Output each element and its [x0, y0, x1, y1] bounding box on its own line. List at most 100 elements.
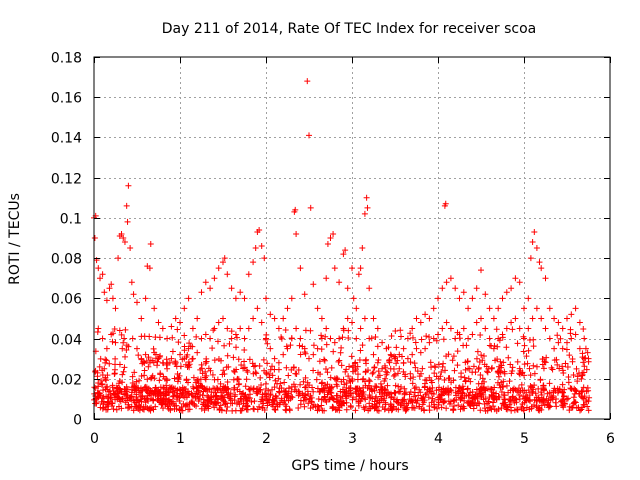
data-point — [310, 281, 317, 288]
data-point — [538, 391, 545, 398]
data-point — [580, 384, 587, 391]
data-point — [409, 380, 416, 387]
data-point — [112, 339, 119, 346]
data-point — [554, 332, 561, 339]
data-point — [585, 358, 592, 365]
data-point — [400, 360, 407, 367]
data-point — [478, 352, 485, 359]
y-tick-label: 0.08 — [51, 252, 82, 268]
data-point — [238, 398, 245, 405]
data-point — [288, 295, 295, 302]
data-point — [430, 390, 437, 397]
data-point — [533, 245, 540, 252]
data-point — [349, 319, 355, 326]
data-point — [214, 338, 221, 345]
data-point — [356, 356, 363, 363]
data-point — [422, 345, 429, 352]
data-point — [543, 395, 550, 402]
data-point — [401, 385, 408, 392]
data-point — [125, 401, 132, 408]
data-point — [202, 279, 209, 286]
data-point — [478, 394, 485, 401]
data-point — [527, 383, 534, 390]
data-point — [392, 353, 399, 360]
data-point — [94, 329, 101, 336]
data-point — [441, 377, 448, 384]
data-point — [531, 370, 538, 377]
data-point — [500, 383, 507, 390]
data-point — [420, 406, 427, 413]
data-point — [485, 398, 492, 405]
data-point — [109, 330, 116, 337]
data-point — [301, 403, 308, 410]
data-point — [235, 381, 242, 388]
data-point — [141, 360, 148, 367]
data-point — [366, 378, 373, 385]
data-point — [396, 365, 403, 372]
data-point — [379, 365, 386, 372]
data-point — [209, 371, 216, 378]
data-point — [503, 344, 510, 351]
y-tick-label: 0.06 — [51, 292, 82, 308]
data-point — [359, 245, 366, 252]
data-point — [529, 239, 536, 246]
data-point — [285, 385, 292, 392]
data-point — [246, 395, 253, 402]
data-point — [490, 345, 497, 352]
data-point — [283, 364, 290, 371]
data-point — [479, 357, 486, 364]
data-point — [380, 397, 387, 404]
data-point — [400, 396, 407, 403]
y-tick-label: 0.18 — [51, 51, 82, 67]
data-point — [421, 397, 428, 404]
data-point — [525, 387, 532, 394]
data-point — [200, 399, 207, 406]
data-point — [538, 265, 545, 272]
data-point — [498, 388, 505, 395]
data-point — [215, 399, 222, 406]
data-point — [297, 381, 304, 388]
data-point — [559, 345, 566, 352]
data-point — [110, 406, 117, 413]
data-point — [416, 386, 423, 393]
data-point — [530, 343, 537, 350]
data-point — [456, 387, 463, 394]
data-point — [354, 371, 361, 378]
data-point — [261, 367, 268, 374]
data-point — [576, 319, 583, 326]
data-point — [152, 392, 159, 399]
data-point — [480, 352, 487, 359]
data-point — [484, 368, 491, 375]
data-point — [160, 360, 167, 367]
data-point — [529, 315, 536, 322]
data-point — [345, 335, 352, 342]
data-point — [363, 194, 370, 201]
data-point — [327, 335, 334, 342]
data-point — [409, 325, 416, 332]
data-point — [278, 384, 285, 391]
data-point — [536, 407, 543, 414]
data-point — [534, 397, 541, 404]
data-point — [189, 356, 196, 363]
data-point — [426, 386, 433, 393]
data-point — [446, 401, 453, 408]
data-point — [140, 403, 147, 410]
data-point — [186, 400, 193, 407]
data-point — [440, 360, 447, 367]
data-point — [232, 295, 239, 302]
data-point — [460, 325, 467, 332]
data-point — [484, 369, 491, 376]
data-point — [148, 375, 155, 382]
data-point — [326, 383, 333, 390]
data-point — [579, 371, 586, 378]
data-point — [361, 315, 368, 322]
data-point — [430, 305, 437, 312]
data-point — [579, 354, 586, 361]
data-point — [322, 333, 329, 340]
data-point — [436, 384, 443, 391]
data-point — [493, 407, 500, 414]
data-point — [228, 285, 235, 292]
data-point — [401, 396, 408, 403]
data-point — [121, 364, 128, 371]
data-point — [426, 315, 433, 322]
